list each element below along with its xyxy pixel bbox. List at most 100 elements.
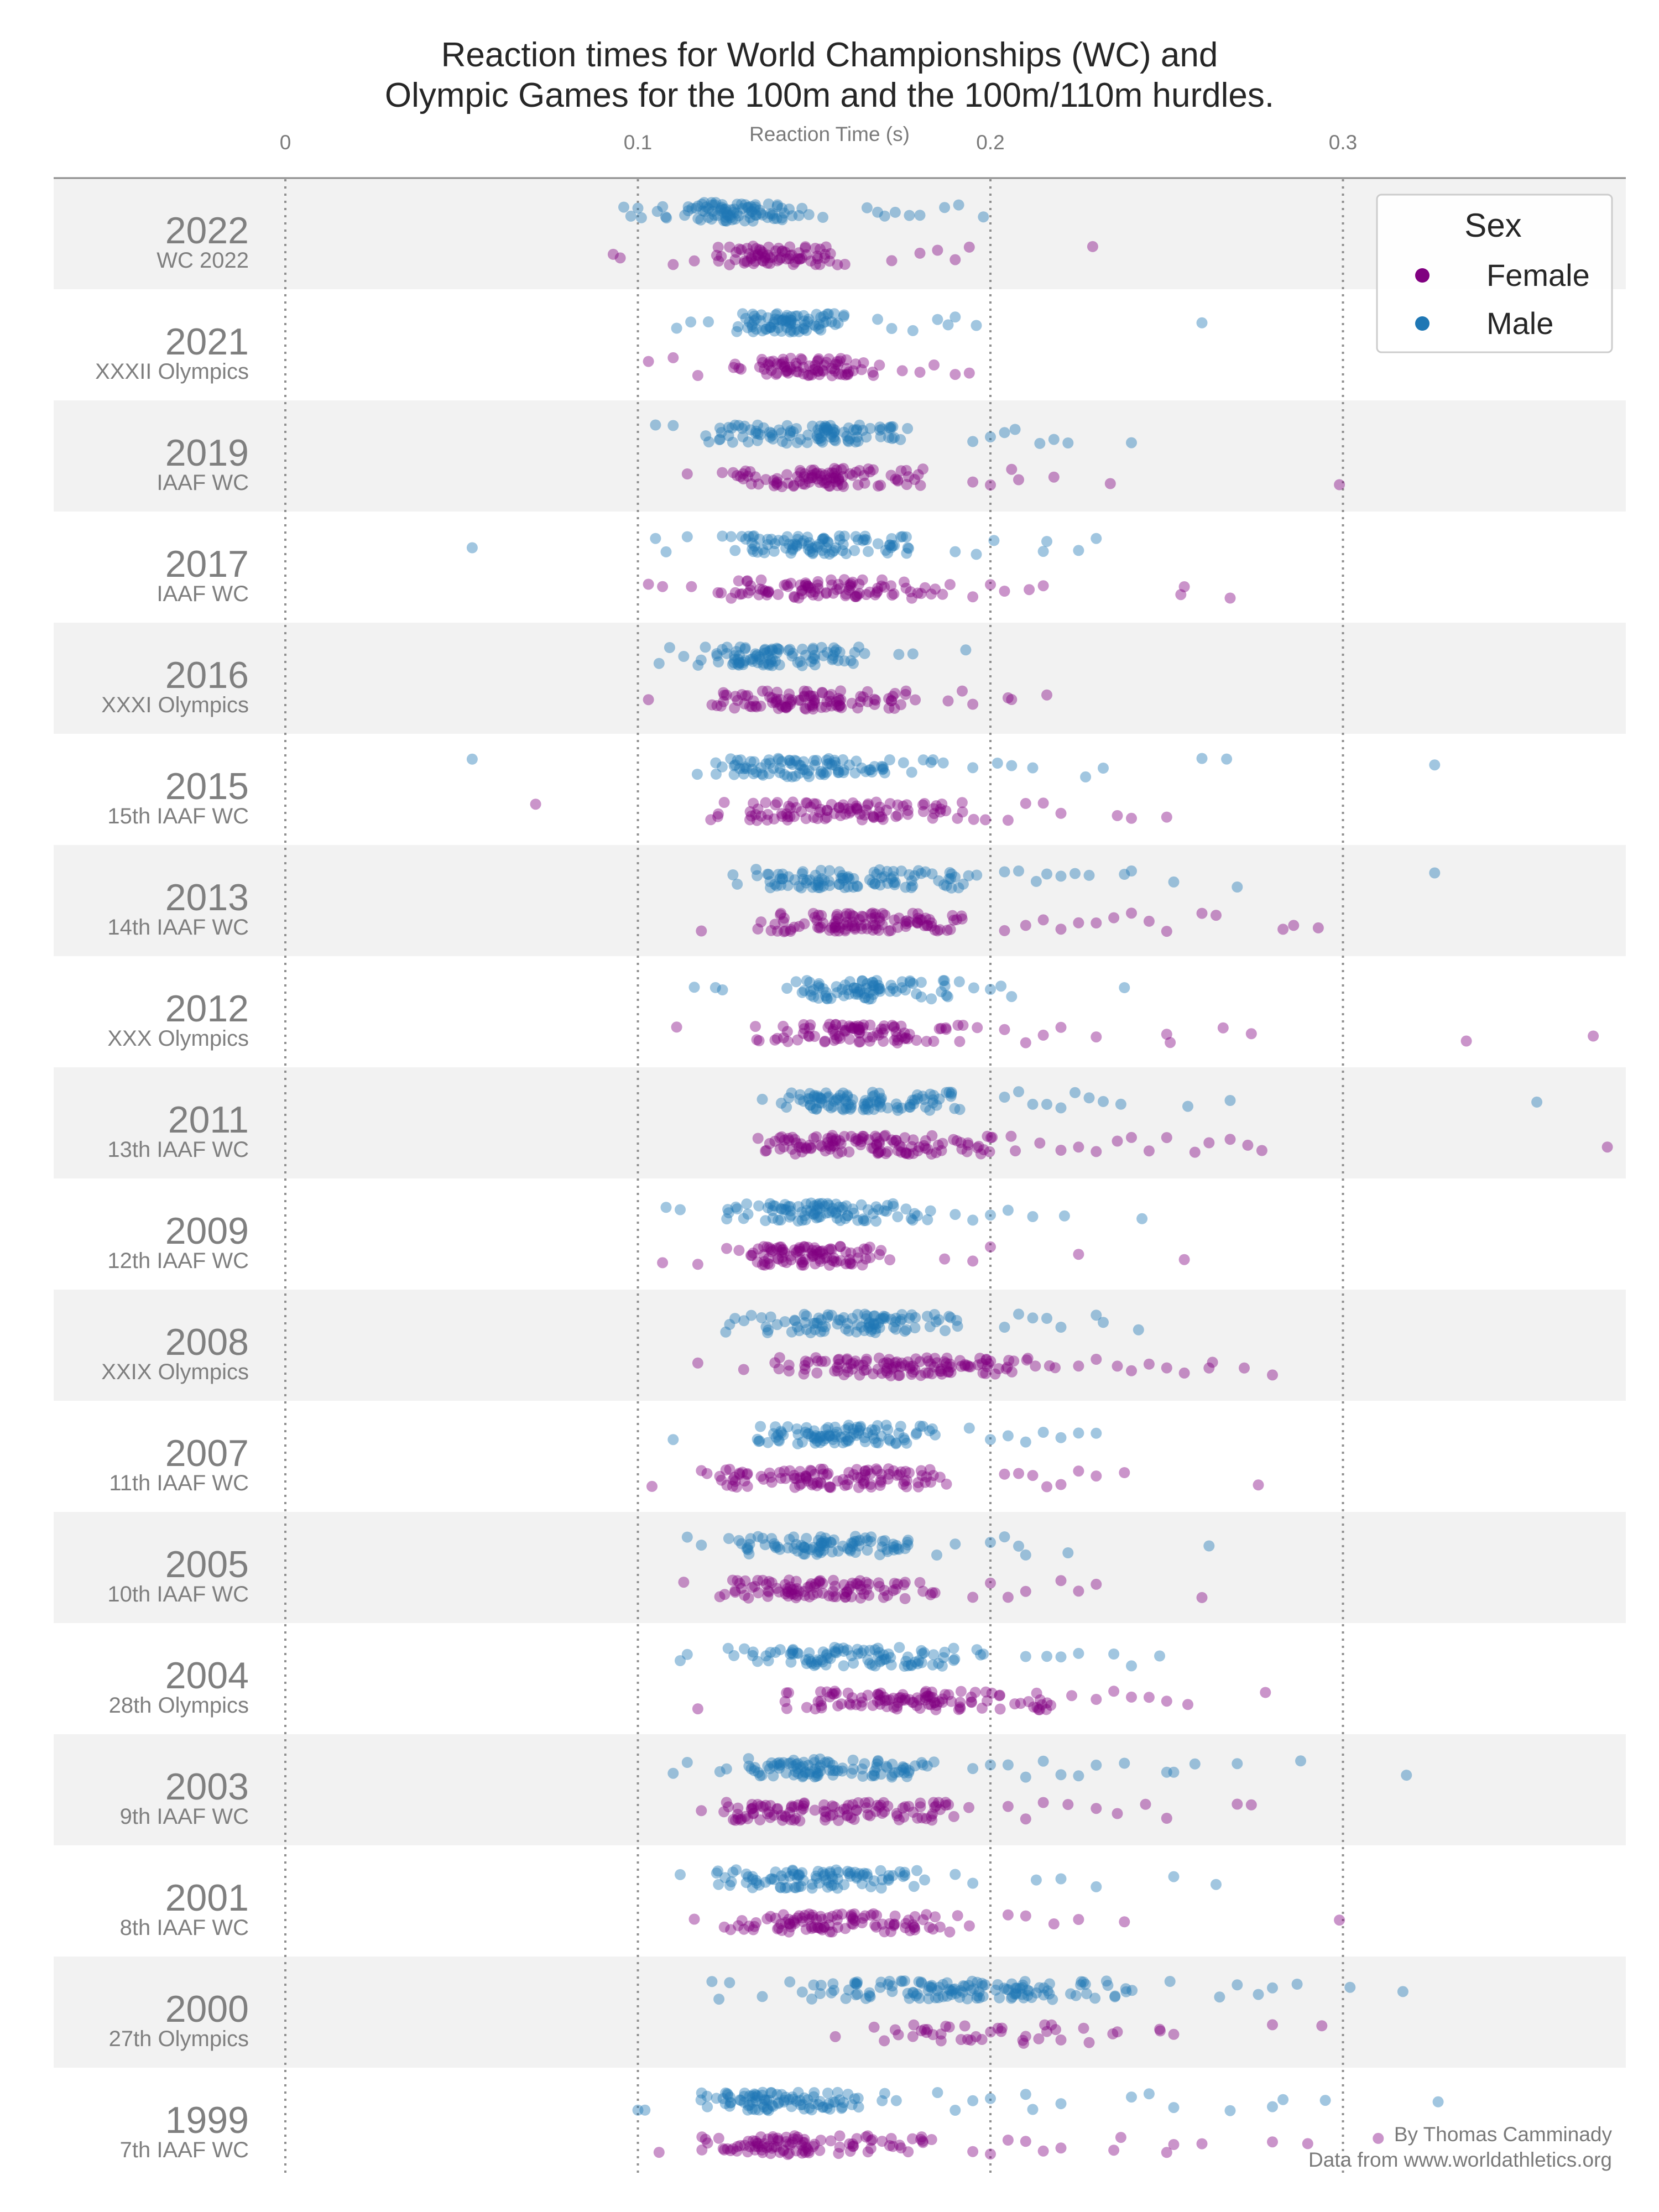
female-reaction-point (823, 691, 835, 702)
female-reaction-point (799, 471, 810, 483)
male-reaction-point (933, 1992, 944, 2004)
female-reaction-point (770, 477, 782, 489)
female-reaction-point (799, 1798, 810, 1809)
female-reaction-point (823, 1481, 835, 1493)
row-year-label: 2017 (165, 543, 249, 585)
male-reaction-point (862, 1545, 873, 1556)
male-reaction-point (799, 319, 811, 331)
female-reaction-point (799, 2137, 810, 2148)
female-reaction-point (864, 466, 876, 478)
male-reaction-point (740, 763, 752, 774)
female-reaction-point (752, 1133, 764, 1144)
female-reaction-point (796, 1256, 808, 1268)
female-reaction-point (896, 1357, 907, 1369)
male-reaction-point (890, 1438, 902, 1449)
male-reaction-point (733, 420, 744, 431)
female-reaction-point (781, 1703, 792, 1714)
male-reaction-point (879, 2088, 890, 2099)
male-reaction-point (861, 202, 873, 213)
female-reaction-point (838, 481, 849, 492)
female-reaction-point (857, 1912, 869, 1924)
female-reaction-point (785, 1581, 796, 1593)
male-reaction-point (650, 419, 661, 431)
male-reaction-point (815, 1760, 826, 1771)
female-reaction-point (734, 2140, 746, 2151)
female-reaction-point (847, 469, 858, 481)
female-reaction-point (863, 1589, 875, 1601)
male-reaction-point (796, 1206, 807, 1218)
male-reaction-point (917, 1759, 928, 1771)
male-reaction-point (764, 876, 776, 888)
male-reaction-point (941, 880, 952, 891)
female-reaction-point (1143, 1145, 1155, 1157)
male-reaction-point (998, 1983, 1010, 1994)
male-reaction-point (749, 1765, 760, 1776)
male-reaction-point (999, 1531, 1010, 1543)
female-reaction-point (785, 577, 797, 589)
female-reaction-point (894, 1370, 905, 1381)
male-reaction-point (909, 1208, 920, 1219)
female-reaction-point (813, 1577, 825, 1588)
male-reaction-point (763, 869, 774, 880)
female-reaction-point (800, 1143, 812, 1155)
female-reaction-point (799, 918, 810, 930)
male-reaction-point (760, 1876, 771, 1888)
female-reaction-point (718, 1806, 730, 1818)
male-reaction-point (813, 538, 825, 550)
male-reaction-point (849, 1978, 861, 1989)
male-reaction-point (823, 1207, 835, 1219)
male-reaction-point (868, 989, 879, 1000)
male-reaction-point (732, 199, 743, 210)
male-reaction-point (910, 1990, 922, 2002)
male-reaction-point (752, 1656, 763, 1667)
male-reaction-point (798, 1541, 810, 1553)
female-reaction-point (811, 1914, 822, 1926)
male-reaction-point (792, 534, 804, 545)
female-reaction-point (833, 368, 844, 380)
female-reaction-point (855, 1692, 867, 1704)
male-reaction-point (899, 1870, 911, 1881)
male-reaction-point (873, 979, 884, 991)
male-reaction-point (830, 757, 841, 768)
female-reaction-point (1002, 815, 1014, 826)
male-reaction-point (977, 1991, 989, 2002)
male-reaction-point (805, 1766, 816, 1778)
female-reaction-point (875, 1146, 886, 1157)
female-reaction-point (917, 806, 929, 817)
female-reaction-point (813, 922, 825, 934)
female-reaction-point (922, 1690, 934, 1702)
male-reaction-point (864, 1987, 875, 1999)
male-reaction-point (809, 653, 821, 665)
male-reaction-point (1019, 1976, 1031, 1987)
female-reaction-point (771, 367, 783, 379)
female-reaction-point (807, 2141, 819, 2152)
male-reaction-point (923, 1993, 935, 2005)
male-reaction-point (953, 882, 964, 894)
male-reaction-point (750, 648, 761, 660)
female-reaction-point (732, 1575, 743, 1587)
female-reaction-point (853, 1024, 865, 1036)
male-reaction-point (893, 1427, 905, 1439)
male-reaction-point (745, 654, 756, 665)
male-reaction-point (789, 874, 801, 885)
female-reaction-point (1168, 2139, 1180, 2150)
female-reaction-point (821, 1469, 833, 1480)
male-reaction-point (805, 1206, 816, 1217)
male-reaction-point (826, 1102, 837, 1114)
male-reaction-point (875, 1865, 886, 1876)
male-reaction-point (744, 1538, 755, 1550)
male-reaction-point (901, 1771, 913, 1782)
male-reaction-point (812, 1654, 823, 1666)
male-reaction-point (844, 1544, 855, 1555)
female-reaction-point (874, 359, 885, 371)
male-reaction-point (785, 317, 797, 328)
male-reaction-point (1055, 2098, 1067, 2110)
female-reaction-point (845, 1911, 857, 1922)
male-reaction-point (768, 1200, 779, 1212)
male-reaction-point (781, 531, 793, 542)
male-reaction-point (667, 1767, 679, 1779)
female-reaction-point (816, 1702, 827, 1714)
male-reaction-point (864, 1658, 875, 1670)
female-reaction-point (716, 587, 727, 599)
female-reaction-point (827, 1585, 839, 1597)
